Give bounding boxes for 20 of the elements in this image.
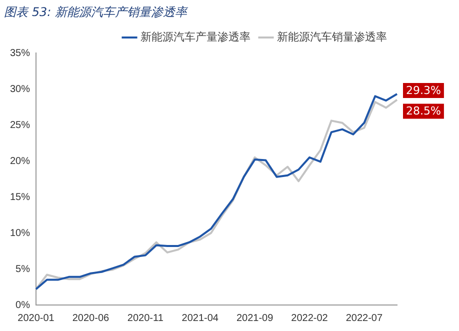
x-tick-label: 2022-02: [291, 312, 328, 324]
chart-title: 图表 53: 新能源汽车产销量渗透率: [4, 4, 187, 21]
y-tick-label: 0%: [16, 300, 30, 311]
y-tick-label: 5%: [16, 264, 30, 275]
y-tick-label: 25%: [10, 120, 30, 131]
legend-label: 新能源汽车销量渗透率: [277, 30, 387, 44]
data-label: 28.5%: [406, 104, 441, 118]
x-tick-label: 2022-07: [346, 312, 383, 324]
y-tick-label: 15%: [10, 192, 30, 203]
legend-label: 新能源汽车产量渗透率: [140, 30, 250, 44]
x-tick-label: 2021-04: [182, 312, 219, 324]
y-tick-label: 30%: [10, 84, 30, 95]
y-tick-label: 35%: [10, 48, 30, 59]
x-tick-label: 2021-09: [236, 312, 274, 324]
x-tick-label: 2020-06: [72, 312, 110, 324]
x-tick-label: 2020-11: [127, 312, 164, 324]
y-tick-label: 10%: [10, 228, 30, 239]
x-tick-label: 2020-01: [18, 312, 55, 324]
data-label: 29.3%: [406, 84, 441, 97]
y-tick-label: 20%: [10, 156, 30, 167]
